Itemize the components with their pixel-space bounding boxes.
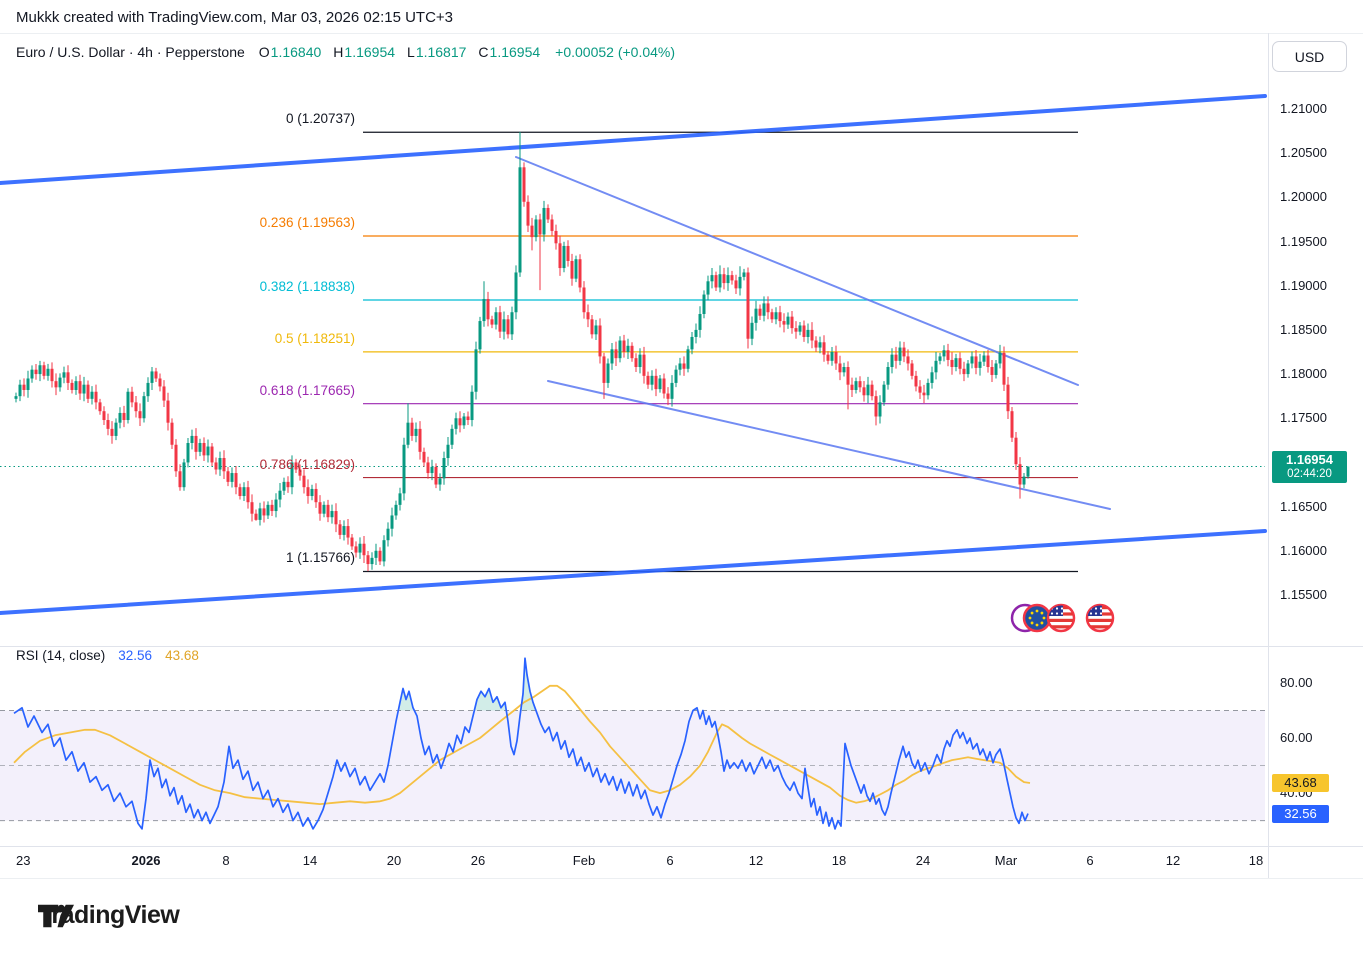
price-axis-label: 1.15500 bbox=[1280, 586, 1327, 602]
axis-divider-vertical bbox=[1268, 33, 1269, 878]
rsi-axis-label: 60.00 bbox=[1280, 730, 1313, 746]
price-axis-label: 1.16500 bbox=[1280, 498, 1327, 514]
time-axis-label: 24 bbox=[915, 853, 931, 868]
fib-label-0.786: 0.786 (1.16829) bbox=[259, 456, 355, 472]
ohlc-values: O1.16840 H1.16954 L1.16817 C1.16954 bbox=[259, 44, 540, 60]
rsi-ma-line bbox=[13, 684, 1031, 805]
ohlc-c: C1.16954 bbox=[478, 44, 541, 60]
price-axis-label: 1.18500 bbox=[1280, 321, 1327, 337]
rsi-line bbox=[13, 657, 1029, 830]
trend-line-wedge-upper[interactable] bbox=[515, 156, 1079, 386]
rsi-value: 32.56 bbox=[118, 648, 153, 663]
rsi-axis-label: 80.00 bbox=[1280, 675, 1313, 690]
time-axis-label: Mar bbox=[994, 853, 1018, 868]
time-axis-divider bbox=[0, 846, 1363, 847]
fib-label-0: 0 (1.20737) bbox=[285, 111, 355, 127]
tradingview-logo-text: TradingView bbox=[38, 901, 180, 929]
time-axis-label: 18 bbox=[831, 853, 847, 868]
time-axis-label: 12 bbox=[1165, 853, 1181, 868]
header-divider bbox=[0, 33, 1363, 34]
bar-countdown: 02:44:20 bbox=[1287, 467, 1332, 480]
tradingview-logo[interactable]: TradingView bbox=[38, 901, 180, 930]
price-axis-label: 1.19000 bbox=[1280, 277, 1327, 293]
trend-line-wedge-lower[interactable] bbox=[547, 380, 1111, 510]
change-value: +0.00052 (+0.04%) bbox=[555, 44, 676, 60]
pane-divider bbox=[0, 646, 1363, 647]
time-axis-label: 8 bbox=[222, 853, 230, 868]
rsi-ma-value: 43.68 bbox=[165, 648, 199, 663]
price-axis-label: 1.17500 bbox=[1280, 410, 1327, 426]
time-axis-label: 6 bbox=[666, 853, 674, 868]
price-axis-label: 1.20500 bbox=[1280, 145, 1327, 161]
time-axis-label: 20 bbox=[386, 853, 402, 868]
price-axis-label: 1.16000 bbox=[1280, 542, 1327, 558]
time-axis-label: 26 bbox=[470, 853, 486, 868]
ohlc-o: O1.16840 bbox=[258, 44, 322, 60]
time-axis-label: 14 bbox=[302, 853, 318, 868]
fib-label-0.382: 0.382 (1.18838) bbox=[259, 279, 355, 295]
rsi-title: RSI (14, close) bbox=[16, 648, 106, 663]
fib-label-0.5: 0.5 (1.18251) bbox=[274, 330, 355, 346]
current-price-badge: 1.16954 02:44:20 bbox=[1272, 450, 1347, 483]
currency-toggle-button[interactable]: USD bbox=[1272, 41, 1347, 72]
trend-line-channel-top[interactable] bbox=[0, 94, 1267, 185]
fib-label-0.618: 0.618 (1.17665) bbox=[259, 382, 355, 398]
rsi-legend: RSI (14, close) 32.56 43.68 bbox=[16, 648, 199, 663]
time-axis-label: 18 bbox=[1248, 853, 1264, 868]
price-axis-label: 1.20000 bbox=[1280, 189, 1327, 205]
eu-flag-icon[interactable] bbox=[1022, 603, 1052, 633]
time-axis-label: 6 bbox=[1086, 853, 1094, 868]
economic-event-flags[interactable] bbox=[1010, 603, 1115, 633]
trend-line-channel-bottom[interactable] bbox=[0, 529, 1267, 615]
bottom-divider bbox=[0, 878, 1363, 879]
symbol-legend: Euro / U.S. Dollar · 4h · Pepperstone O1… bbox=[16, 44, 675, 60]
rsi-yellow-badge: 43.68 bbox=[1272, 773, 1329, 792]
ohlc-h: H1.16954 bbox=[333, 44, 396, 60]
fib-label-0.236: 0.236 (1.19563) bbox=[259, 214, 355, 230]
candles bbox=[14, 131, 1030, 572]
ohlc-l: L1.16817 bbox=[407, 44, 467, 60]
price-axis-label: 1.21000 bbox=[1280, 101, 1327, 116]
time-axis-label: Feb bbox=[572, 853, 596, 868]
time-axis-label: 12 bbox=[748, 853, 764, 868]
time-axis-label: 2026 bbox=[131, 853, 161, 868]
price-axis-label: 1.19500 bbox=[1280, 233, 1327, 249]
rsi-blue-badge: 32.56 bbox=[1272, 804, 1329, 823]
fib-label-1: 1 (1.15766) bbox=[285, 550, 355, 566]
price-axis-label: 1.18000 bbox=[1280, 366, 1327, 382]
time-axis-label: 23 bbox=[16, 853, 31, 868]
attribution-text: Mukkk created with TradingView.com, Mar … bbox=[16, 9, 454, 26]
current-price: 1.16954 bbox=[1286, 451, 1333, 467]
symbol-title: Euro / U.S. Dollar · 4h · Pepperstone bbox=[16, 44, 245, 60]
